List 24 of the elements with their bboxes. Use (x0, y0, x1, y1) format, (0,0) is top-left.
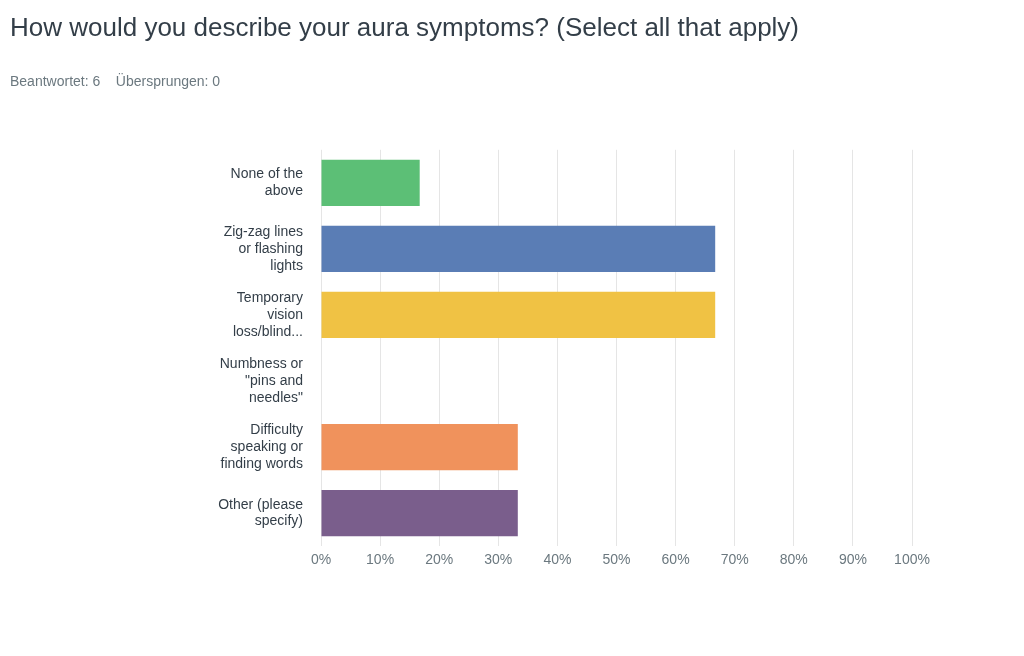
chart-title: How would you describe your aura symptoms? (Select all that apply) (10, 12, 800, 43)
x-tick-label: 10% (366, 551, 395, 568)
bar (321, 291, 716, 339)
bar (321, 225, 716, 273)
x-tick-label: 80% (779, 551, 808, 568)
bar (321, 159, 420, 206)
x-tick-label: 30% (484, 551, 513, 568)
text: Beantwortet: 6 Übersprungen: 0 (10, 73, 221, 89)
y-tick-label: Temporary vision loss/blind... (232, 289, 303, 339)
x-tick-label: 90% (838, 551, 867, 568)
x-tick-label: 20% (425, 551, 454, 568)
x-tick-label: 70% (720, 551, 749, 568)
y-tick-label: Other (please specify) (218, 495, 304, 529)
bar (321, 423, 518, 471)
y-tick-label: Zig-zag lines or flashing lights (223, 222, 303, 273)
x-tick-label: 60% (661, 551, 690, 568)
x-tick-label: 100% (894, 551, 930, 568)
bar (321, 490, 518, 537)
x-tick-label: 0% (310, 551, 332, 568)
x-tick-label: 50% (602, 551, 631, 568)
y-tick-label: Numbness or "pins and needles" (219, 355, 304, 405)
y-tick-label: Difficulty speaking or finding words (220, 421, 304, 471)
x-tick-label: 40% (543, 551, 572, 568)
y-tick-label: None of the above (230, 165, 304, 199)
